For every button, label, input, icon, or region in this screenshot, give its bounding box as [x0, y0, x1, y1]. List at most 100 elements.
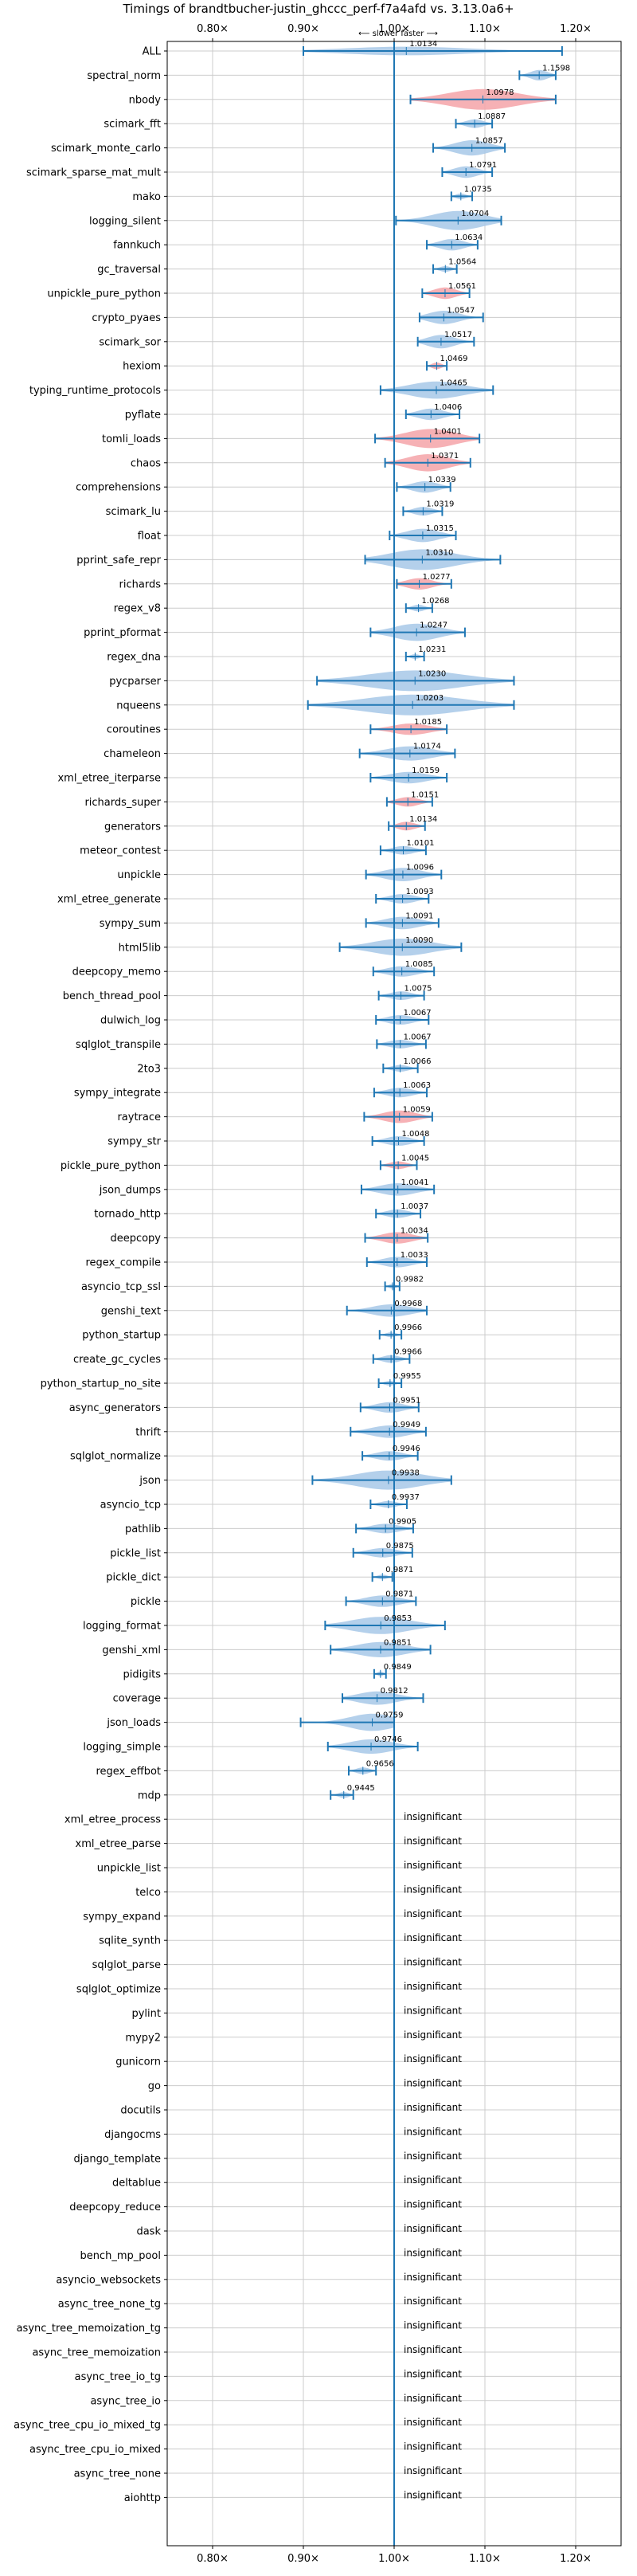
value-label: 0.9875: [386, 1542, 414, 1551]
value-label: 1.0247: [420, 621, 447, 630]
benchmark-label: mdp: [138, 1790, 161, 1802]
value-label: 1.0059: [403, 1106, 431, 1115]
benchmark-label: nbody: [129, 94, 162, 106]
insignificant-label: insignificant: [404, 2053, 462, 2064]
benchmark-label: dask: [136, 2226, 161, 2238]
benchmark-label: pyflate: [125, 410, 161, 421]
value-label: 1.0045: [401, 1154, 429, 1163]
benchmark-label: typing_runtime_protocols: [29, 385, 161, 397]
benchmark-label: async_tree_memoization: [32, 2347, 161, 2359]
benchmark-label: xml_etree_parse: [76, 1838, 161, 1850]
speed-direction-annotation: ⟵ slower faster ⟶: [358, 29, 438, 38]
benchmark-label: regex_v8: [114, 603, 161, 615]
benchmark-label: pylint: [131, 2008, 161, 2020]
benchmark-label: deepcopy: [110, 1233, 161, 1245]
value-label: 0.9849: [384, 1663, 412, 1672]
benchmark-label: pprint_pformat: [84, 627, 161, 639]
benchmark-label: async_tree_memoization_tg: [17, 2323, 161, 2335]
plot-frame: [166, 41, 622, 2547]
value-label: 0.9955: [393, 1372, 421, 1381]
value-label: 1.0134: [409, 815, 437, 824]
value-label: 0.9656: [366, 1759, 394, 1768]
x-tick-label-bottom: 1.00×: [378, 2553, 410, 2565]
value-label: 1.0339: [428, 476, 456, 484]
benchmark-label: crypto_pyaes: [92, 312, 161, 324]
insignificant-label: insignificant: [404, 2368, 462, 2379]
benchmark-label: xml_etree_generate: [57, 894, 161, 906]
benchmark-label: scimark_monte_carlo: [51, 143, 161, 155]
benchmark-label: 2to3: [137, 1063, 161, 1075]
benchmark-label: unpickle_list: [97, 1863, 161, 1875]
benchmark-label: deltablue: [112, 2178, 161, 2190]
benchmark-label: logging_silent: [89, 215, 161, 227]
benchmark-label: spectral_norm: [87, 70, 161, 82]
benchmark-label: html5lib: [119, 942, 161, 954]
benchmark-label: unpickle: [117, 869, 161, 881]
value-label: 0.9905: [389, 1517, 416, 1526]
benchmark-label: comprehensions: [76, 482, 161, 494]
benchmark-label: aiohttp: [124, 2492, 161, 2504]
benchmark-label: genshi_text: [101, 1305, 161, 1317]
benchmark-label: json: [139, 1475, 161, 1487]
insignificant-label: insignificant: [404, 1957, 462, 1968]
benchmark-label: pickle_dict: [106, 1572, 161, 1584]
insignificant-label: insignificant: [404, 2344, 462, 2355]
benchmark-label: bench_mp_pool: [80, 2250, 161, 2262]
benchmark-label: nqueens: [116, 700, 161, 712]
benchmark-label: dulwich_log: [100, 1015, 161, 1027]
benchmark-label: coverage: [113, 1693, 161, 1705]
benchmark-label: regex_compile: [85, 1257, 161, 1269]
benchmark-label: mako: [132, 191, 161, 203]
benchmark-label: tornado_http: [94, 1209, 161, 1221]
benchmark-label: generators: [104, 821, 161, 833]
benchmark-label: chaos: [131, 457, 161, 469]
value-label: 1.0791: [469, 161, 497, 170]
benchmark-label: scimark_fft: [104, 119, 161, 131]
benchmark-label: sympy_integrate: [74, 1088, 161, 1100]
value-label: 1.0174: [413, 743, 441, 751]
chart-title: Timings of brandtbucher-justin_ghccc_per…: [122, 2, 514, 17]
insignificant-label: insignificant: [404, 2223, 462, 2234]
insignificant-label: insignificant: [404, 2441, 462, 2452]
benchmark-label: sympy_str: [107, 1136, 161, 1148]
value-label: 1.0101: [407, 839, 435, 848]
benchmark-label: mypy2: [125, 2032, 161, 2044]
x-tick-label-top: 0.90×: [287, 23, 319, 35]
value-label: 1.0704: [461, 210, 489, 218]
benchmark-label: sqlglot_transpile: [76, 1039, 161, 1051]
value-label: 1.0401: [434, 427, 462, 436]
benchmark-label: bench_thread_pool: [63, 990, 161, 1002]
insignificant-label: insignificant: [404, 2393, 462, 2404]
value-label: 0.9853: [384, 1614, 412, 1623]
benchmark-label: sqlite_synth: [99, 1935, 161, 1947]
benchmark-label: json_dumps: [99, 1184, 161, 1196]
value-label: 1.0310: [425, 548, 453, 557]
benchmark-label: async_generators: [69, 1402, 162, 1414]
x-tick-label-top: 1.10×: [469, 23, 501, 35]
value-label: 0.9851: [384, 1638, 412, 1647]
benchmark-label: float: [138, 531, 161, 543]
x-tick-label-bottom: 0.80×: [197, 2553, 229, 2565]
x-tick-label-top: 0.80×: [197, 23, 229, 35]
benchmark-label: async_tree_cpu_io_mixed: [29, 2444, 161, 2456]
value-label: 1.0091: [405, 912, 433, 920]
benchmark-label: async_tree_cpu_io_mixed_tg: [14, 2420, 161, 2432]
value-label: 1.0469: [440, 355, 467, 363]
insignificant-label: insignificant: [404, 2247, 462, 2258]
benchmark-label: asyncio_tcp_ssl: [81, 1281, 161, 1293]
insignificant-label: insignificant: [404, 2005, 462, 2016]
benchmark-label: gunicorn: [115, 2056, 161, 2068]
benchmark-label: unpickle_pure_python: [47, 288, 161, 300]
value-label: 1.0735: [464, 185, 492, 194]
value-label: 0.9759: [376, 1711, 404, 1720]
benchmark-label: python_startup: [82, 1330, 161, 1342]
benchmark-label: xml_etree_process: [64, 1814, 161, 1826]
insignificant-label: insignificant: [404, 1860, 462, 1871]
value-label: 1.0033: [401, 1251, 428, 1260]
value-label: 1.0231: [418, 645, 446, 654]
value-label: 0.9812: [381, 1687, 408, 1696]
insignificant-label: insignificant: [404, 2465, 462, 2476]
benchmark-label: scimark_sparse_mat_mult: [26, 167, 161, 179]
value-label: 1.0037: [401, 1202, 428, 1211]
value-label: 1.0465: [440, 379, 467, 388]
